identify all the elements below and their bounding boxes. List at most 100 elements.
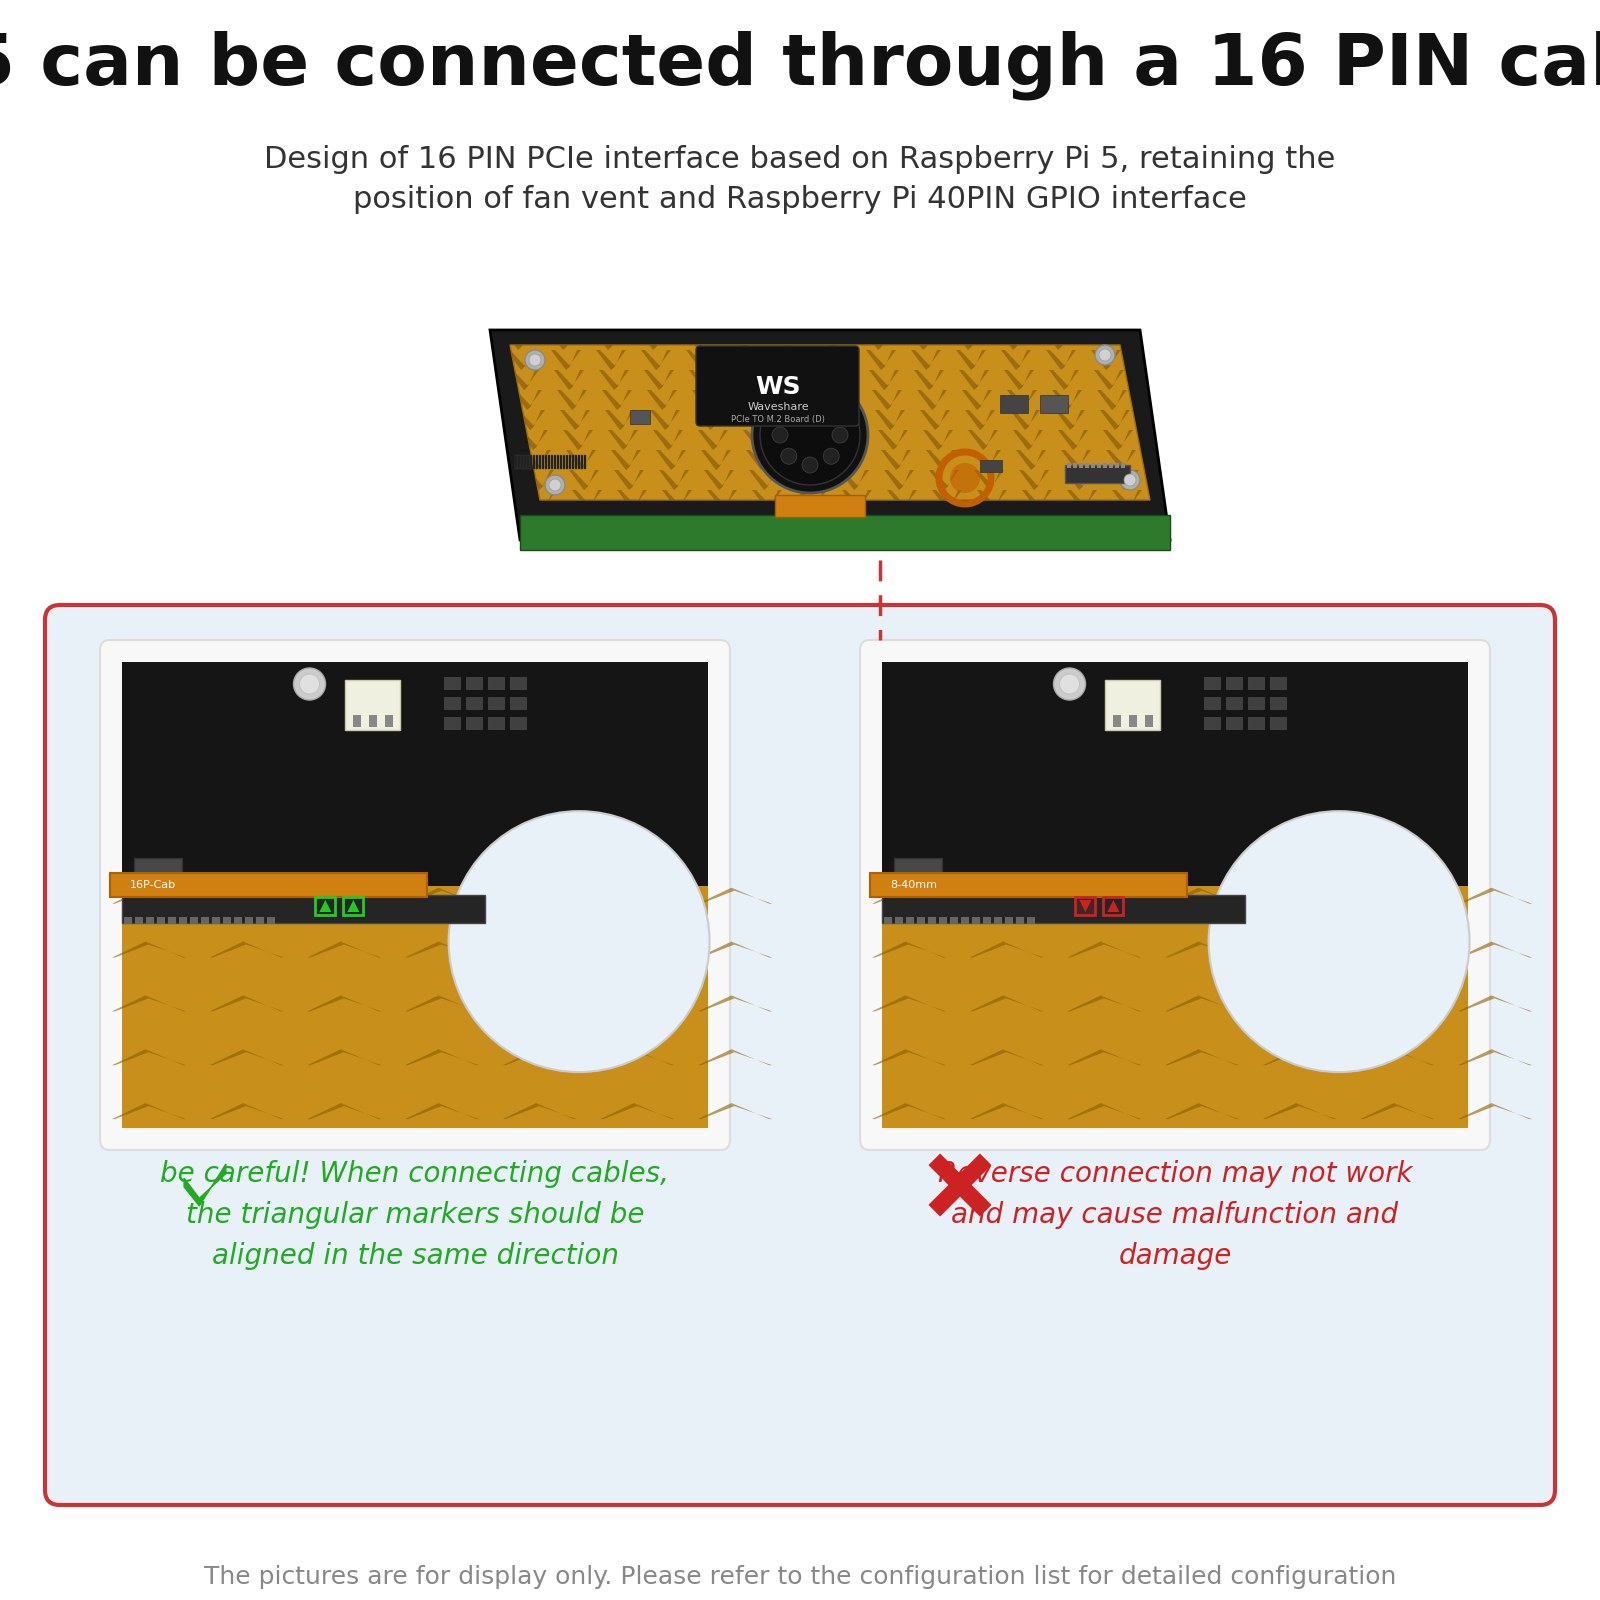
Polygon shape [650,410,669,430]
Polygon shape [642,350,661,370]
Polygon shape [502,888,539,904]
Polygon shape [563,330,578,350]
Bar [1144,715,1152,726]
Bar [557,454,558,469]
Bar [994,917,1002,925]
Bar [1226,717,1242,730]
Polygon shape [698,995,734,1011]
Polygon shape [482,490,501,510]
Polygon shape [926,450,946,470]
Polygon shape [573,490,590,510]
Polygon shape [670,450,686,470]
Polygon shape [773,330,792,350]
Bar [525,454,526,469]
Polygon shape [405,1102,442,1118]
Polygon shape [875,410,894,430]
Polygon shape [746,450,765,470]
Bar [539,454,541,469]
Polygon shape [742,430,762,450]
Circle shape [771,427,787,443]
Polygon shape [878,330,893,350]
Polygon shape [1165,888,1202,904]
Bar [546,454,547,469]
Circle shape [802,397,818,413]
Polygon shape [570,470,589,490]
Polygon shape [573,390,587,410]
Bar [211,917,221,925]
Polygon shape [347,899,360,912]
Polygon shape [629,470,643,490]
Text: Waveshare: Waveshare [747,402,810,411]
Polygon shape [962,390,981,410]
Bar [536,454,538,469]
Text: 8-40mm: 8-40mm [890,880,938,890]
Polygon shape [1016,350,1030,370]
Polygon shape [794,470,813,490]
Polygon shape [782,390,802,410]
Polygon shape [1458,1050,1494,1066]
Polygon shape [1296,995,1338,1011]
Polygon shape [533,430,547,450]
Polygon shape [112,888,149,904]
Polygon shape [1019,370,1034,390]
Polygon shape [1026,410,1040,430]
Polygon shape [746,350,762,370]
Bar [1122,462,1125,467]
Bar [982,917,990,925]
Bar [870,874,1187,898]
Polygon shape [677,490,691,510]
Polygon shape [1067,1050,1104,1066]
Bar [1102,462,1107,467]
Bar [1226,677,1242,690]
Polygon shape [1010,410,1029,430]
Bar [979,461,1002,472]
Polygon shape [1360,1050,1397,1066]
Polygon shape [766,490,782,510]
Polygon shape [1080,899,1091,912]
Polygon shape [698,330,714,350]
Bar [1248,717,1264,730]
Polygon shape [974,470,994,490]
Bar [962,917,970,925]
Polygon shape [914,370,933,390]
Polygon shape [1198,995,1238,1011]
Polygon shape [957,350,974,370]
Polygon shape [1067,888,1104,904]
Polygon shape [674,470,690,490]
Polygon shape [560,410,579,430]
Polygon shape [926,350,941,370]
Polygon shape [477,450,494,470]
Polygon shape [866,350,885,370]
Bar [578,454,579,469]
FancyBboxPatch shape [99,640,730,1150]
Polygon shape [1061,450,1080,470]
Bar [234,917,242,925]
Polygon shape [485,410,499,430]
Polygon shape [1165,1050,1202,1066]
Polygon shape [478,370,494,390]
Bar [882,894,1245,923]
Polygon shape [438,941,478,957]
Polygon shape [731,1050,773,1066]
Circle shape [832,427,848,443]
Polygon shape [1088,330,1107,350]
Polygon shape [683,330,702,350]
Polygon shape [1053,390,1070,410]
Polygon shape [659,470,678,490]
Bar [222,917,230,925]
Bar [570,454,571,469]
Polygon shape [522,350,536,370]
Text: WS: WS [755,374,802,398]
Polygon shape [848,430,862,450]
Bar [245,917,253,925]
Polygon shape [986,450,1002,470]
Polygon shape [184,1165,226,1206]
Bar [1248,677,1264,690]
Polygon shape [731,941,773,957]
Polygon shape [608,330,622,350]
Polygon shape [600,941,637,957]
Polygon shape [502,1102,539,1118]
Bar [168,917,176,925]
FancyBboxPatch shape [861,640,1490,1150]
Circle shape [293,669,325,701]
